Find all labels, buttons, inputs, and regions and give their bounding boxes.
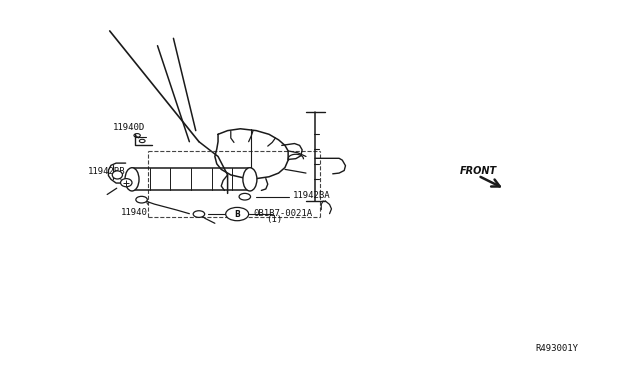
Text: 11940D: 11940D: [113, 123, 145, 132]
Ellipse shape: [243, 168, 257, 191]
Ellipse shape: [239, 193, 250, 200]
Text: 11940: 11940: [121, 208, 148, 217]
Ellipse shape: [120, 179, 132, 187]
Text: B: B: [234, 209, 240, 219]
Text: FRONT: FRONT: [460, 166, 497, 176]
Ellipse shape: [136, 196, 147, 203]
Circle shape: [226, 208, 248, 221]
Text: 11942BA: 11942BA: [293, 191, 331, 200]
Text: 0B1B7-0021A: 0B1B7-0021A: [253, 209, 312, 218]
Text: 11942BB: 11942BB: [88, 167, 125, 176]
Ellipse shape: [125, 168, 139, 191]
Text: R493001Y: R493001Y: [535, 344, 578, 353]
Ellipse shape: [193, 211, 205, 217]
Ellipse shape: [112, 171, 122, 179]
Text: (1): (1): [266, 215, 282, 224]
